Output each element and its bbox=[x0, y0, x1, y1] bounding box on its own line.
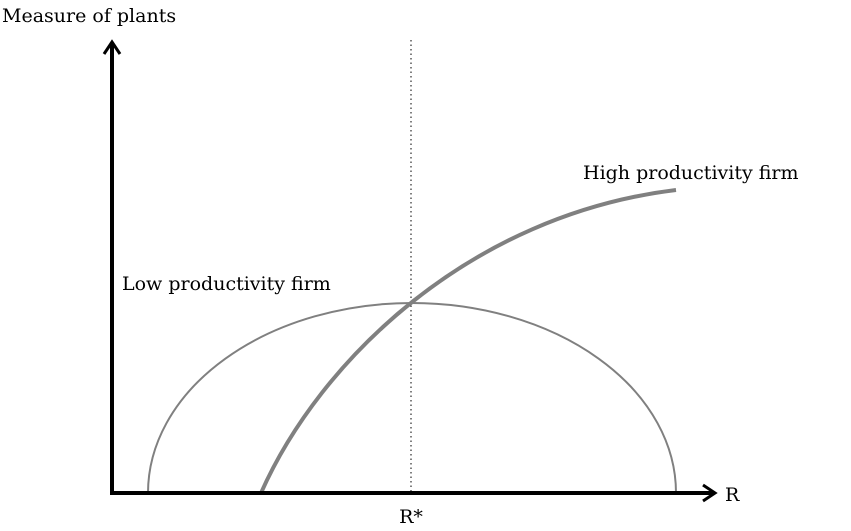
curve-label: Low productivity firm bbox=[122, 273, 331, 295]
y-axis-arrow bbox=[102, 39, 122, 55]
x-axis-label: R bbox=[725, 484, 740, 506]
threshold-label: R* bbox=[399, 506, 423, 528]
high-productivity-curve bbox=[259, 188, 677, 494]
y-axis-label: Measure of plants bbox=[2, 5, 176, 27]
x-axis-arrow bbox=[702, 483, 718, 503]
curve-label: High productivity firm bbox=[583, 162, 799, 184]
low-productivity-curve bbox=[147, 302, 677, 494]
